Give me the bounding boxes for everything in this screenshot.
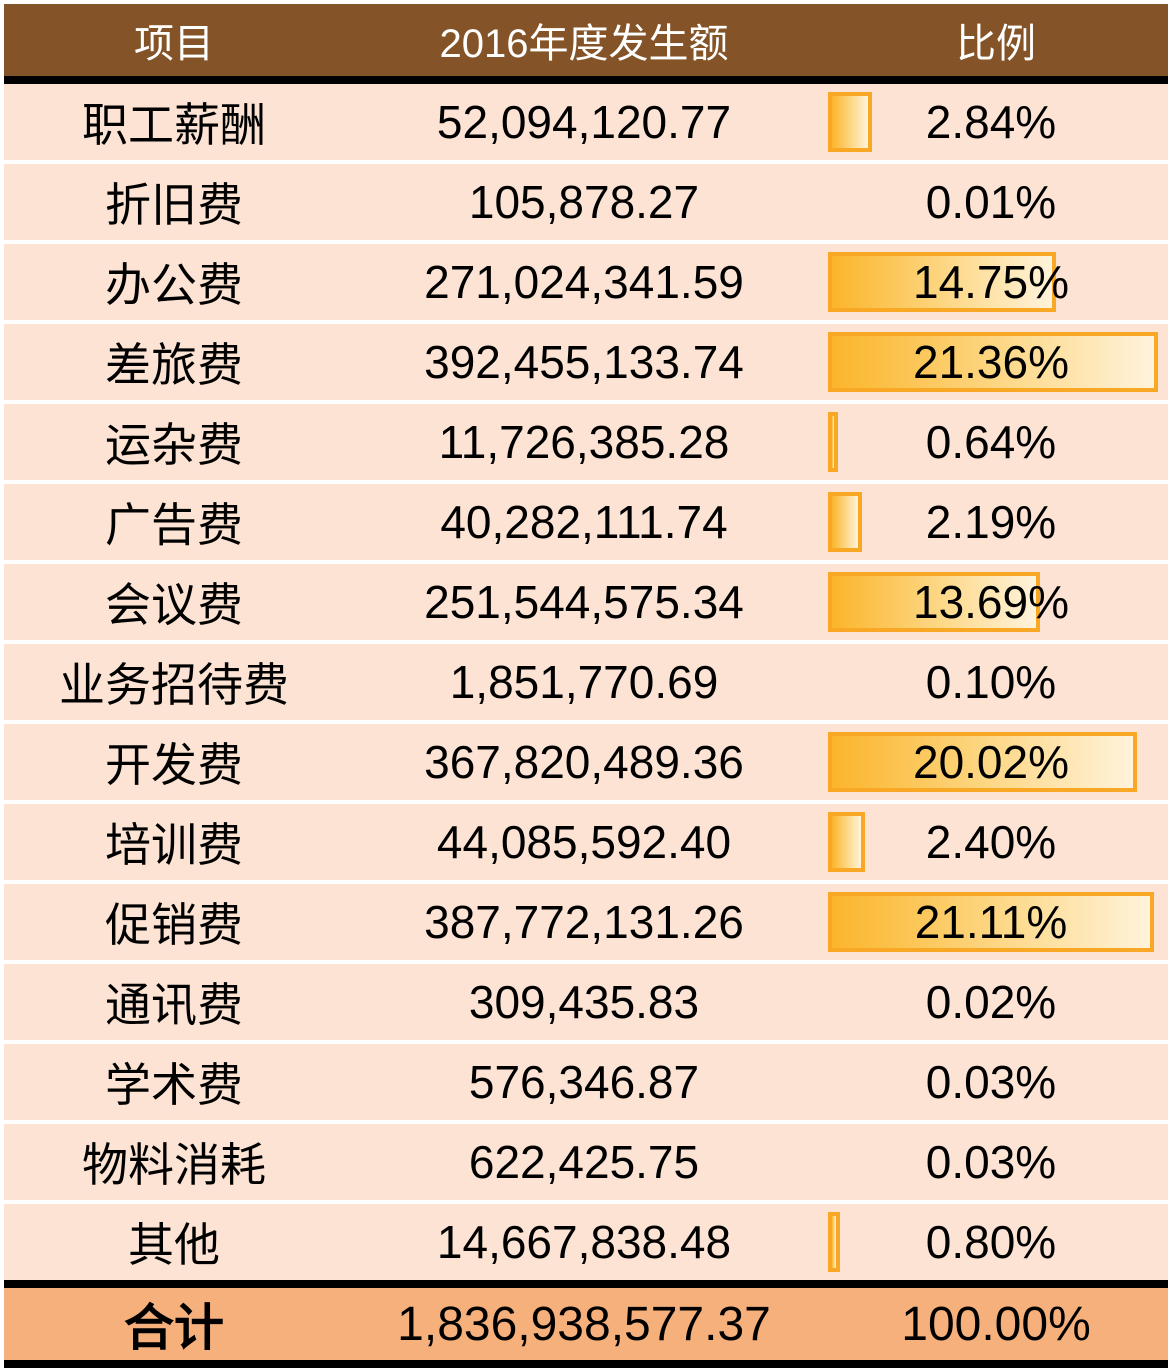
data-bar [828,732,1137,792]
item-name: 通讯费 [105,979,243,1031]
data-bar [828,572,1040,632]
item-ratio: 0.01% [925,176,1057,228]
header-divider [4,76,1168,84]
item-ratio-cell: 0.80% [824,1204,1168,1280]
item-ratio-cell: 0.10% [824,644,1168,720]
item-name: 其他 [128,1219,220,1271]
table-row: 学术费 576,346.87 0.03% [4,1044,1168,1120]
item-ratio: 21.36% [912,336,1069,388]
table-row: 广告费 40,282,111.74 2.19% [4,484,1168,560]
header-item: 项目 [134,22,214,66]
data-bar [828,92,872,152]
item-amount: 271,024,341.59 [424,256,744,308]
item-amount: 52,094,120.77 [436,96,732,148]
item-name: 运杂费 [105,419,243,471]
data-bar [828,892,1154,952]
item-ratio-cell: 14.75% [824,244,1168,320]
item-ratio-cell: 0.64% [824,404,1168,480]
table-header: 项目 2016年度发生额 比例 [4,4,1168,76]
item-amount: 14,667,838.48 [436,1216,732,1268]
table-body: 职工薪酬 52,094,120.77 2.84% 折旧费 105,878.27 0.01%… [4,84,1168,1280]
total-amount: 1,836,938,577.37 [397,1297,771,1351]
table-row: 其他 14,667,838.48 0.80% [4,1204,1168,1280]
item-ratio-cell: 2.19% [824,484,1168,560]
item-ratio: 0.64% [925,416,1057,468]
item-amount: 40,282,111.74 [440,496,728,548]
item-amount: 622,425.75 [468,1136,700,1188]
item-amount: 105,878.27 [468,176,700,228]
table-row: 开发费 367,820,489.36 20.02% [4,724,1168,800]
item-ratio: 13.69% [912,576,1069,628]
table-row: 培训费 44,085,592.40 2.40% [4,804,1168,880]
item-amount: 392,455,133.74 [424,336,744,388]
item-amount: 44,085,592.40 [436,816,732,868]
data-bar [828,252,1056,312]
total-divider [4,1280,1168,1288]
data-bar [828,1212,840,1272]
item-ratio: 14.75% [912,256,1069,308]
item-amount: 1,851,770.69 [449,656,719,708]
item-ratio: 0.02% [925,976,1057,1028]
item-ratio: 0.03% [925,1136,1057,1188]
item-name: 办公费 [105,259,243,311]
table-row: 差旅费 392,455,133.74 21.36% [4,324,1168,400]
item-ratio: 0.03% [925,1056,1057,1108]
item-name: 业务招待费 [59,659,289,711]
item-ratio: 2.40% [925,816,1057,868]
item-amount: 367,820,489.36 [424,736,744,788]
header-ratio: 比例 [956,22,1036,66]
item-amount: 11,726,385.28 [438,416,730,468]
table-row: 促销费 387,772,131.26 21.11% [4,884,1168,960]
data-bar [828,412,838,472]
item-ratio: 0.10% [925,656,1057,708]
item-ratio: 21.11% [914,896,1068,948]
item-ratio-cell: 13.69% [824,564,1168,640]
item-name: 促销费 [105,899,243,951]
item-ratio-cell: 0.02% [824,964,1168,1040]
item-ratio: 0.80% [925,1216,1057,1268]
table-row: 物料消耗 622,425.75 0.03% [4,1124,1168,1200]
table-row: 办公费 271,024,341.59 14.75% [4,244,1168,320]
table-row: 折旧费 105,878.27 0.01% [4,164,1168,240]
item-name: 培训费 [105,819,243,871]
item-amount: 576,346.87 [468,1056,700,1108]
item-name: 会议费 [105,579,243,631]
item-ratio-cell: 0.01% [824,164,1168,240]
item-name: 广告费 [105,499,243,551]
total-label: 合计 [124,1300,224,1356]
data-bar [828,332,1158,392]
header-amount: 2016年度发生额 [439,22,729,66]
item-ratio-cell: 2.84% [824,84,1168,160]
item-amount: 387,772,131.26 [424,896,744,948]
item-amount: 309,435.83 [468,976,700,1028]
table-row: 会议费 251,544,575.34 13.69% [4,564,1168,640]
item-ratio-cell: 21.36% [824,324,1168,400]
item-name: 物料消耗 [82,1139,266,1191]
bottom-border [4,1360,1168,1368]
item-ratio-cell: 2.40% [824,804,1168,880]
item-ratio: 2.19% [925,496,1057,548]
table-row: 通讯费 309,435.83 0.02% [4,964,1168,1040]
table-row: 职工薪酬 52,094,120.77 2.84% [4,84,1168,160]
item-name: 学术费 [105,1059,243,1111]
total-ratio: 100.00% [901,1297,1091,1351]
item-name: 职工薪酬 [82,99,266,151]
item-name: 开发费 [105,739,243,791]
data-bar [828,492,862,552]
item-ratio-cell: 0.03% [824,1044,1168,1120]
total-row: 合计 1,836,938,577.37 100.00% [4,1288,1168,1360]
data-bar [828,812,865,872]
item-name: 差旅费 [105,339,243,391]
item-ratio-cell: 21.11% [824,884,1168,960]
item-name: 折旧费 [105,179,243,231]
item-ratio-cell: 20.02% [824,724,1168,800]
item-ratio-cell: 0.03% [824,1124,1168,1200]
table-row: 运杂费 11,726,385.28 0.64% [4,404,1168,480]
expense-table: 项目 2016年度发生额 比例 职工薪酬 52,094,120.77 2.84% 折旧… [4,4,1168,1368]
item-ratio: 20.02% [912,736,1069,788]
item-amount: 251,544,575.34 [424,576,744,628]
item-ratio: 2.84% [925,96,1057,148]
table-row: 业务招待费 1,851,770.69 0.10% [4,644,1168,720]
